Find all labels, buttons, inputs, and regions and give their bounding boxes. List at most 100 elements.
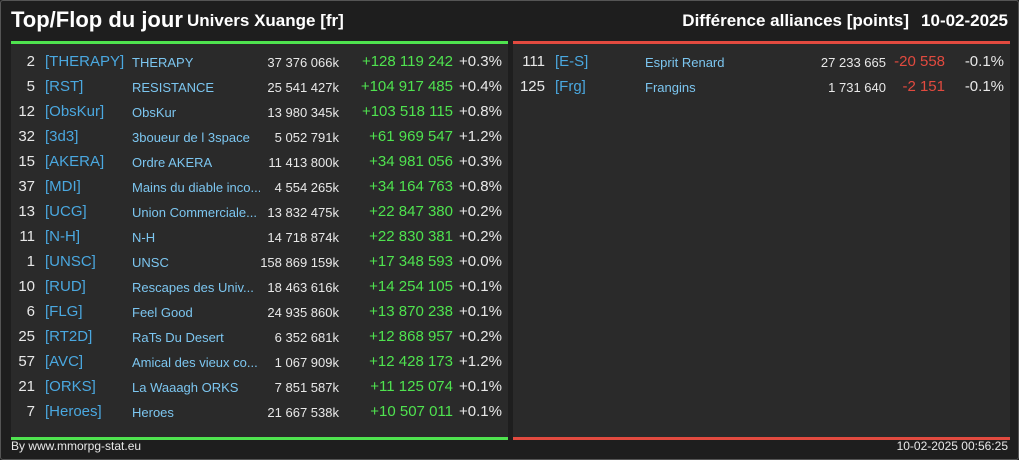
alliance-name-link[interactable]: Amical des vieux co... [132,355,258,370]
flop-row: 111 [E-S] Esprit Renard 27 233 665 -20 558 -0… [513,49,1010,74]
alliance-points: 1 067 909k [274,355,339,370]
alliance-points: 13 832 475k [267,205,339,220]
alliance-tag-link[interactable]: [RT2D] [45,328,93,345]
alliance-tag-link[interactable]: [Heroes] [45,403,102,420]
alliance-tag-link[interactable]: [N-H] [45,228,80,245]
percent-change: +0.1% [459,278,502,295]
percent-change: +0.1% [459,403,502,420]
alliance-tag-link[interactable]: [AVC] [45,353,84,370]
points-difference: -2 151 [902,78,945,95]
alliance-name-link[interactable]: Feel Good [132,305,193,320]
universe-label: Univers Xuange [fr] [187,11,344,30]
points-difference: +17 348 593 [369,253,453,270]
points-difference: +61 969 547 [369,128,453,145]
alliance-name-link[interactable]: Ordre AKERA [132,155,213,170]
alliance-rank: 21 [18,378,35,395]
points-difference: +12 428 173 [369,353,453,370]
alliance-rank: 125 [519,78,545,95]
alliance-tag-link[interactable]: [E-S] [555,53,589,70]
alliance-name-link[interactable]: RESISTANCE [132,80,215,95]
top-row: 5 [RST] RESISTANCE 25 541 427k +104 917 485 +… [11,74,508,99]
alliance-tag-link[interactable]: [Frg] [555,78,586,95]
percent-change: +0.8% [459,178,502,195]
alliance-tag-link[interactable]: [AKERA] [45,153,105,170]
percent-change: +0.2% [459,203,502,220]
alliance-name-link[interactable]: UNSC [132,255,169,270]
alliance-rank: 32 [18,128,35,145]
top-row: 2 [THERAPY] THERAPY 37 376 066k +128 119 242… [11,49,508,74]
site-credit[interactable]: By www.mmorpg-stat.eu [11,439,142,453]
alliance-points: 158 869 159k [260,255,339,270]
alliance-name-link[interactable]: Heroes [132,405,174,420]
points-difference: +22 847 380 [369,203,453,220]
alliance-tag-link[interactable]: [UCG] [45,203,87,220]
alliance-rank: 13 [18,203,35,220]
points-difference: +10 507 011 [370,403,453,420]
points-difference: +13 870 238 [369,303,453,320]
alliance-tag-link[interactable]: [THERAPY] [45,53,125,70]
top-panel: 2 [THERAPY] THERAPY 37 376 066k +128 119 242… [11,41,508,440]
alliance-points: 11 413 800k [268,155,339,170]
alliance-tag-link[interactable]: [RST] [45,78,84,95]
header: Top/Flop du jour Univers Xuange [fr] Dif… [1,1,1018,41]
alliance-name-link[interactable]: Frangins [645,80,696,95]
alliance-tag-link[interactable]: [FLG] [45,303,83,320]
alliance-rank: 1 [26,253,35,270]
points-difference: +128 119 242 [361,53,453,70]
top-row: 25 [RT2D] RaTs Du Desert 6 352 681k +12 868 … [11,324,508,349]
percent-change: +0.4% [459,78,502,95]
alliance-tag-link[interactable]: [3d3] [45,128,79,145]
alliance-name-link[interactable]: Mains du diable inco... [132,180,260,195]
alliance-name-link[interactable]: THERAPY [132,55,194,70]
points-difference: +103 518 115 [361,103,453,120]
alliance-points: 13 980 345k [267,105,339,120]
alliance-points: 24 935 860k [267,305,339,320]
alliance-rank: 15 [18,153,35,170]
header-date: 10-02-2025 [921,11,1008,30]
widget-title: Top/Flop du jour [11,7,183,32]
top-row: 21 [ORKS] La Waaagh ORKS 7 851 587k +11 125 … [11,374,508,399]
alliance-rank: 5 [26,78,35,95]
generated-timestamp: 10-02-2025 00:56:25 [896,439,1008,453]
points-difference: +22 830 381 [369,228,453,245]
flop-panel: 111 [E-S] Esprit Renard 27 233 665 -20 558 -0… [513,41,1010,440]
points-difference: +11 125 074 [370,378,453,395]
top-row: 37 [MDI] Mains du diable inco... 4 554 265k… [11,174,508,199]
points-difference: -20 558 [894,53,945,70]
percent-change: -0.1% [964,53,1004,70]
alliance-name-link[interactable]: Union Commerciale... [132,205,257,220]
alliance-name-link[interactable]: ObsKur [132,105,177,120]
metric-label: Différence alliances [points] [682,11,910,30]
alliance-tag-link[interactable]: [ORKS] [45,378,96,395]
alliance-points: 21 667 538k [267,405,339,420]
alliance-tag-link[interactable]: [MDI] [45,178,81,195]
top-row: 15 [AKERA] Ordre AKERA 11 413 800k +34 981 0… [11,149,508,174]
percent-change: +0.2% [459,328,502,345]
alliance-name-link[interactable]: RaTs Du Desert [132,330,224,345]
points-difference: +104 917 485 [360,78,453,95]
percent-change: +0.3% [459,153,502,170]
alliance-name-link[interactable]: Rescapes des Univ... [132,280,254,295]
alliance-name-link[interactable]: La Waaagh ORKS [132,380,239,395]
alliance-name-link[interactable]: 3boueur de l 3space [132,130,250,145]
alliance-tag-link[interactable]: [RUD] [45,278,86,295]
alliance-rank: 25 [18,328,35,345]
alliance-points: 6 352 681k [274,330,339,345]
alliance-name-link[interactable]: Esprit Renard [645,55,725,70]
percent-change: -0.1% [964,78,1004,95]
flop-row: 125 [Frg] Frangins 1 731 640 -2 151 -0.1% [513,74,1010,99]
alliance-tag-link[interactable]: [ObsKur] [45,103,105,120]
top-row: 7 [Heroes] Heroes 21 667 538k +10 507 011 +0.… [11,399,508,424]
percent-change: +0.0% [459,253,502,270]
alliance-tag-link[interactable]: [UNSC] [45,253,96,270]
alliance-rank: 11 [19,228,35,245]
top-row: 1 [UNSC] UNSC 158 869 159k +17 348 593 +0.0% [11,249,508,274]
percent-change: +1.2% [459,353,502,370]
alliance-points: 4 554 265k [274,180,339,195]
alliance-name-link[interactable]: N-H [132,230,156,245]
alliance-rank: 6 [26,303,35,320]
alliance-points: 18 463 616k [267,280,339,295]
top-row: 57 [AVC] Amical des vieux co... 1 067 909k +… [11,349,508,374]
alliance-points: 7 851 587k [274,380,339,395]
